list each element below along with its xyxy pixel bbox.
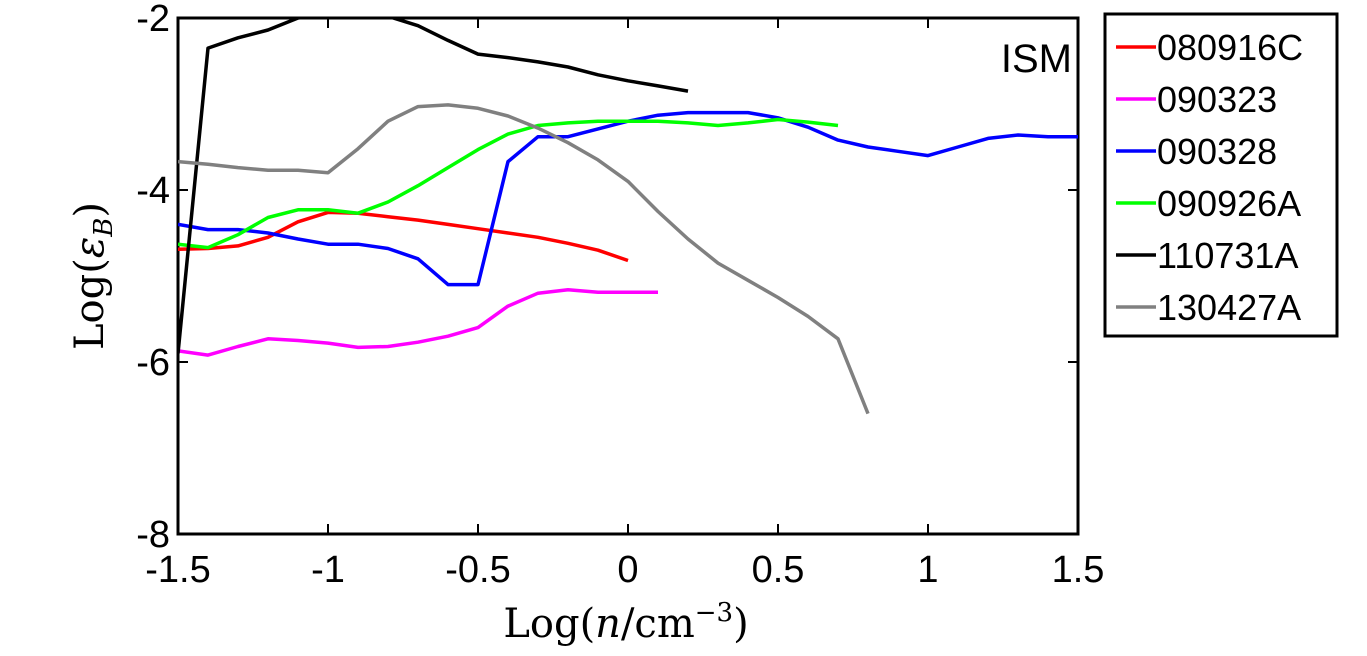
x-tick-label: -1 — [311, 549, 345, 591]
legend: 080916C 090323 090328 090926A 110731A 130427A — [1103, 12, 1339, 338]
series-lines — [178, 18, 1078, 415]
x-tick-label: -0.5 — [445, 549, 510, 591]
legend-box — [1103, 12, 1339, 338]
series-line-090926A — [178, 117, 839, 250]
plot-area-frame — [176, 16, 1080, 536]
legend-label-090323: 090323 — [1157, 79, 1277, 120]
x-tick-label: 1 — [917, 549, 938, 591]
series-line-110731A — [178, 18, 689, 354]
x-tick-label: -1.5 — [145, 549, 210, 591]
legend-items: 080916C 090323 090328 090926A 110731A 130427A — [1116, 27, 1303, 328]
y-title-base: Log( — [67, 258, 113, 350]
y-tick-label: -4 — [136, 170, 170, 212]
x-title-sup: −3 — [695, 598, 733, 628]
y-title-close: ) — [67, 202, 113, 218]
x-title-base: Log( — [503, 601, 595, 647]
legend-label-080916C: 080916C — [1157, 27, 1303, 68]
y-title-sub: B — [89, 218, 119, 238]
y-tick-label: -2 — [136, 0, 170, 40]
y-tick-label: -6 — [136, 342, 170, 384]
y-axis-title: Log(εB) — [67, 202, 119, 350]
x-tick-label: 0 — [617, 549, 638, 591]
series-line-090323 — [178, 288, 658, 357]
legend-label-090328: 090328 — [1157, 131, 1277, 172]
x-axis-ticks: -1.5 -1 -0.5 0 0.5 1 1.5 — [145, 18, 1104, 591]
x-tick-label: 1.5 — [1052, 549, 1105, 591]
y-tick-label: -8 — [136, 514, 170, 556]
legend-label-090926A: 090926A — [1157, 183, 1301, 224]
x-axis-title: Log(n/cm−3) — [503, 598, 748, 647]
legend-label-110731A: 110731A — [1157, 235, 1298, 276]
series-line-080916C — [178, 210, 629, 263]
x-title-close: ) — [733, 601, 749, 647]
x-tick-label: 0.5 — [752, 549, 805, 591]
x-title-unit: /cm — [621, 601, 695, 647]
y-axis-ticks: -8 -6 -4 -2 — [136, 0, 1078, 556]
series-line-130427A — [178, 103, 870, 415]
y-title-var: ε — [67, 237, 113, 258]
legend-label-130427A: 130427A — [1157, 287, 1301, 328]
ism-annotation: ISM — [1001, 37, 1072, 81]
x-title-var: n — [595, 601, 621, 647]
